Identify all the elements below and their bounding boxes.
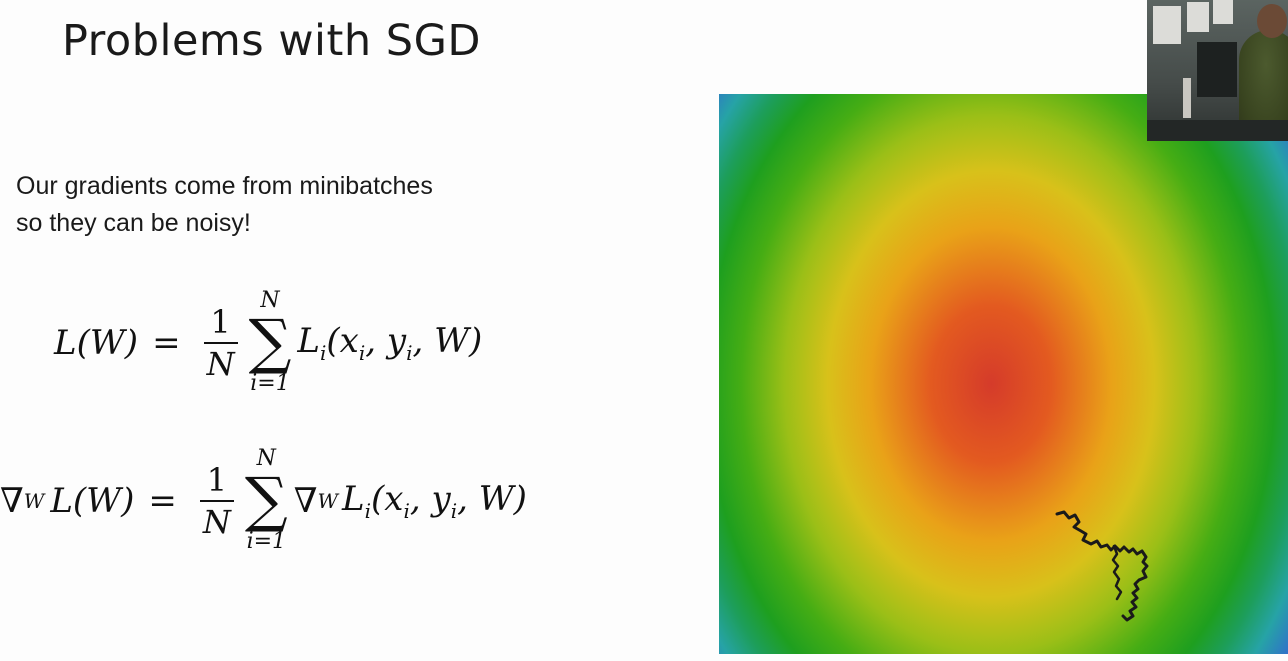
wall-poster xyxy=(1153,6,1181,44)
nabla-icon: ∇ xyxy=(0,480,24,521)
sigma-icon: ∑ xyxy=(244,465,288,535)
webcam-video xyxy=(1147,0,1288,141)
equals-sign: = xyxy=(152,322,181,363)
fraction-numerator: 1 xyxy=(206,460,228,499)
lamp-stand xyxy=(1183,78,1191,118)
fraction-denominator: N xyxy=(202,502,231,541)
fraction-denominator: N xyxy=(206,344,235,383)
wall-poster xyxy=(1213,0,1233,24)
nabla-subscript: W xyxy=(23,488,45,513)
fraction-numerator: 1 xyxy=(210,302,231,341)
equals-sign: = xyxy=(148,480,177,521)
term: Li(xi, yi, W) xyxy=(342,478,527,523)
fraction-bar xyxy=(199,499,234,502)
loss-landscape-image xyxy=(719,94,1288,654)
nabla-subscript: W xyxy=(317,488,339,513)
sgd-noisy-path-branch xyxy=(1111,544,1123,601)
sgd-noisy-path xyxy=(1055,510,1149,622)
presenter-head xyxy=(1257,4,1287,38)
sum-lower-limit: i=1 xyxy=(246,529,287,554)
sgd-path-overlay xyxy=(1055,510,1149,622)
formula-lhs: L(W) xyxy=(54,322,139,363)
summation: N ∑ i=1 xyxy=(249,290,292,395)
sum-lower-limit: i=1 xyxy=(250,371,290,396)
gradient-formula: ∇ W L(W) = 1 N N ∑ i=1 ∇ W Li(xi, yi, W) xyxy=(0,448,527,553)
summation: N ∑ i=1 xyxy=(245,448,288,553)
term: Li(xi, yi, W) xyxy=(297,320,483,365)
fraction-bar xyxy=(203,341,238,344)
fraction: 1 N xyxy=(199,464,235,538)
sigma-icon: ∑ xyxy=(248,307,292,377)
sum-upper-limit: N xyxy=(256,446,276,471)
body-line: so they can be noisy! xyxy=(16,209,251,237)
wall-poster xyxy=(1187,2,1209,32)
slide-title: Problems with SGD xyxy=(62,16,481,66)
formula-lhs: L(W) xyxy=(50,480,135,521)
body-line: Our gradients come from minibatches xyxy=(16,172,433,200)
nabla-icon: ∇ xyxy=(293,480,318,521)
desk xyxy=(1147,120,1288,141)
sum-upper-limit: N xyxy=(260,288,280,313)
loss-formula: L(W) = 1 N N ∑ i=1 Li(xi, yi, W) xyxy=(54,290,482,395)
body-text: Our gradients come from minibatches so t… xyxy=(16,168,636,242)
monitor xyxy=(1197,42,1237,97)
fraction: 1 N xyxy=(203,306,239,380)
